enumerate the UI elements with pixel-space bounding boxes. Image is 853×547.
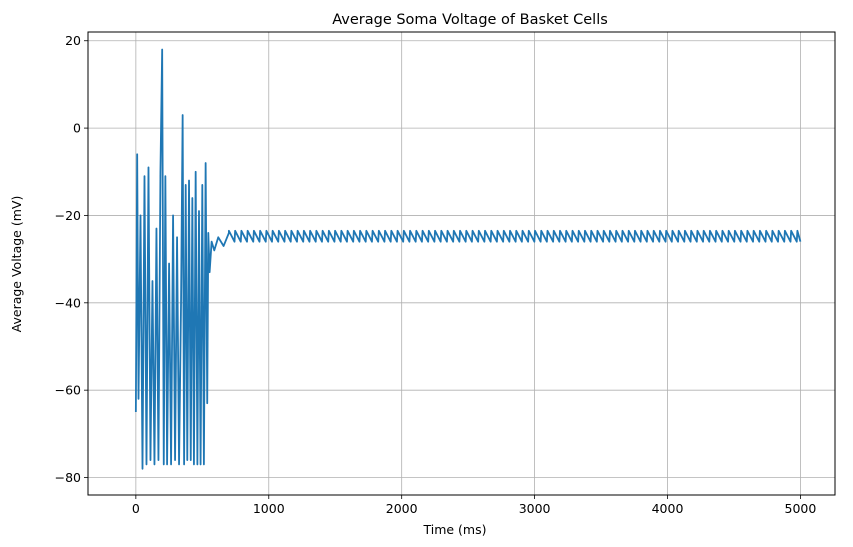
x-tick-label: 0 [132, 501, 140, 516]
y-axis-ticks: −80 −60 −40 −20 0 20 [55, 33, 88, 485]
y-axis-label: Average Voltage (mV) [9, 196, 24, 333]
y-tick-label: −20 [55, 208, 81, 223]
series-group [134, 48, 802, 470]
x-tick-label: 5000 [785, 501, 817, 516]
x-tick-label: 1000 [253, 501, 285, 516]
x-axis-label: Time (ms) [422, 522, 486, 537]
grid-lines [88, 32, 835, 495]
x-tick-label: 2000 [386, 501, 418, 516]
y-tick-label: −40 [55, 295, 81, 310]
x-tick-label: 4000 [652, 501, 684, 516]
chart-title: Average Soma Voltage of Basket Cells [332, 12, 608, 28]
y-tick-label: 20 [65, 33, 81, 48]
plot-frame [87, 31, 836, 496]
y-tick-label: −80 [55, 470, 81, 485]
voltage-series-line [134, 48, 802, 470]
y-tick-label: −60 [55, 383, 81, 398]
y-tick-label: 0 [73, 121, 81, 136]
x-axis-ticks: 0 1000 2000 3000 4000 5000 [132, 495, 817, 516]
x-tick-label: 3000 [519, 501, 551, 516]
